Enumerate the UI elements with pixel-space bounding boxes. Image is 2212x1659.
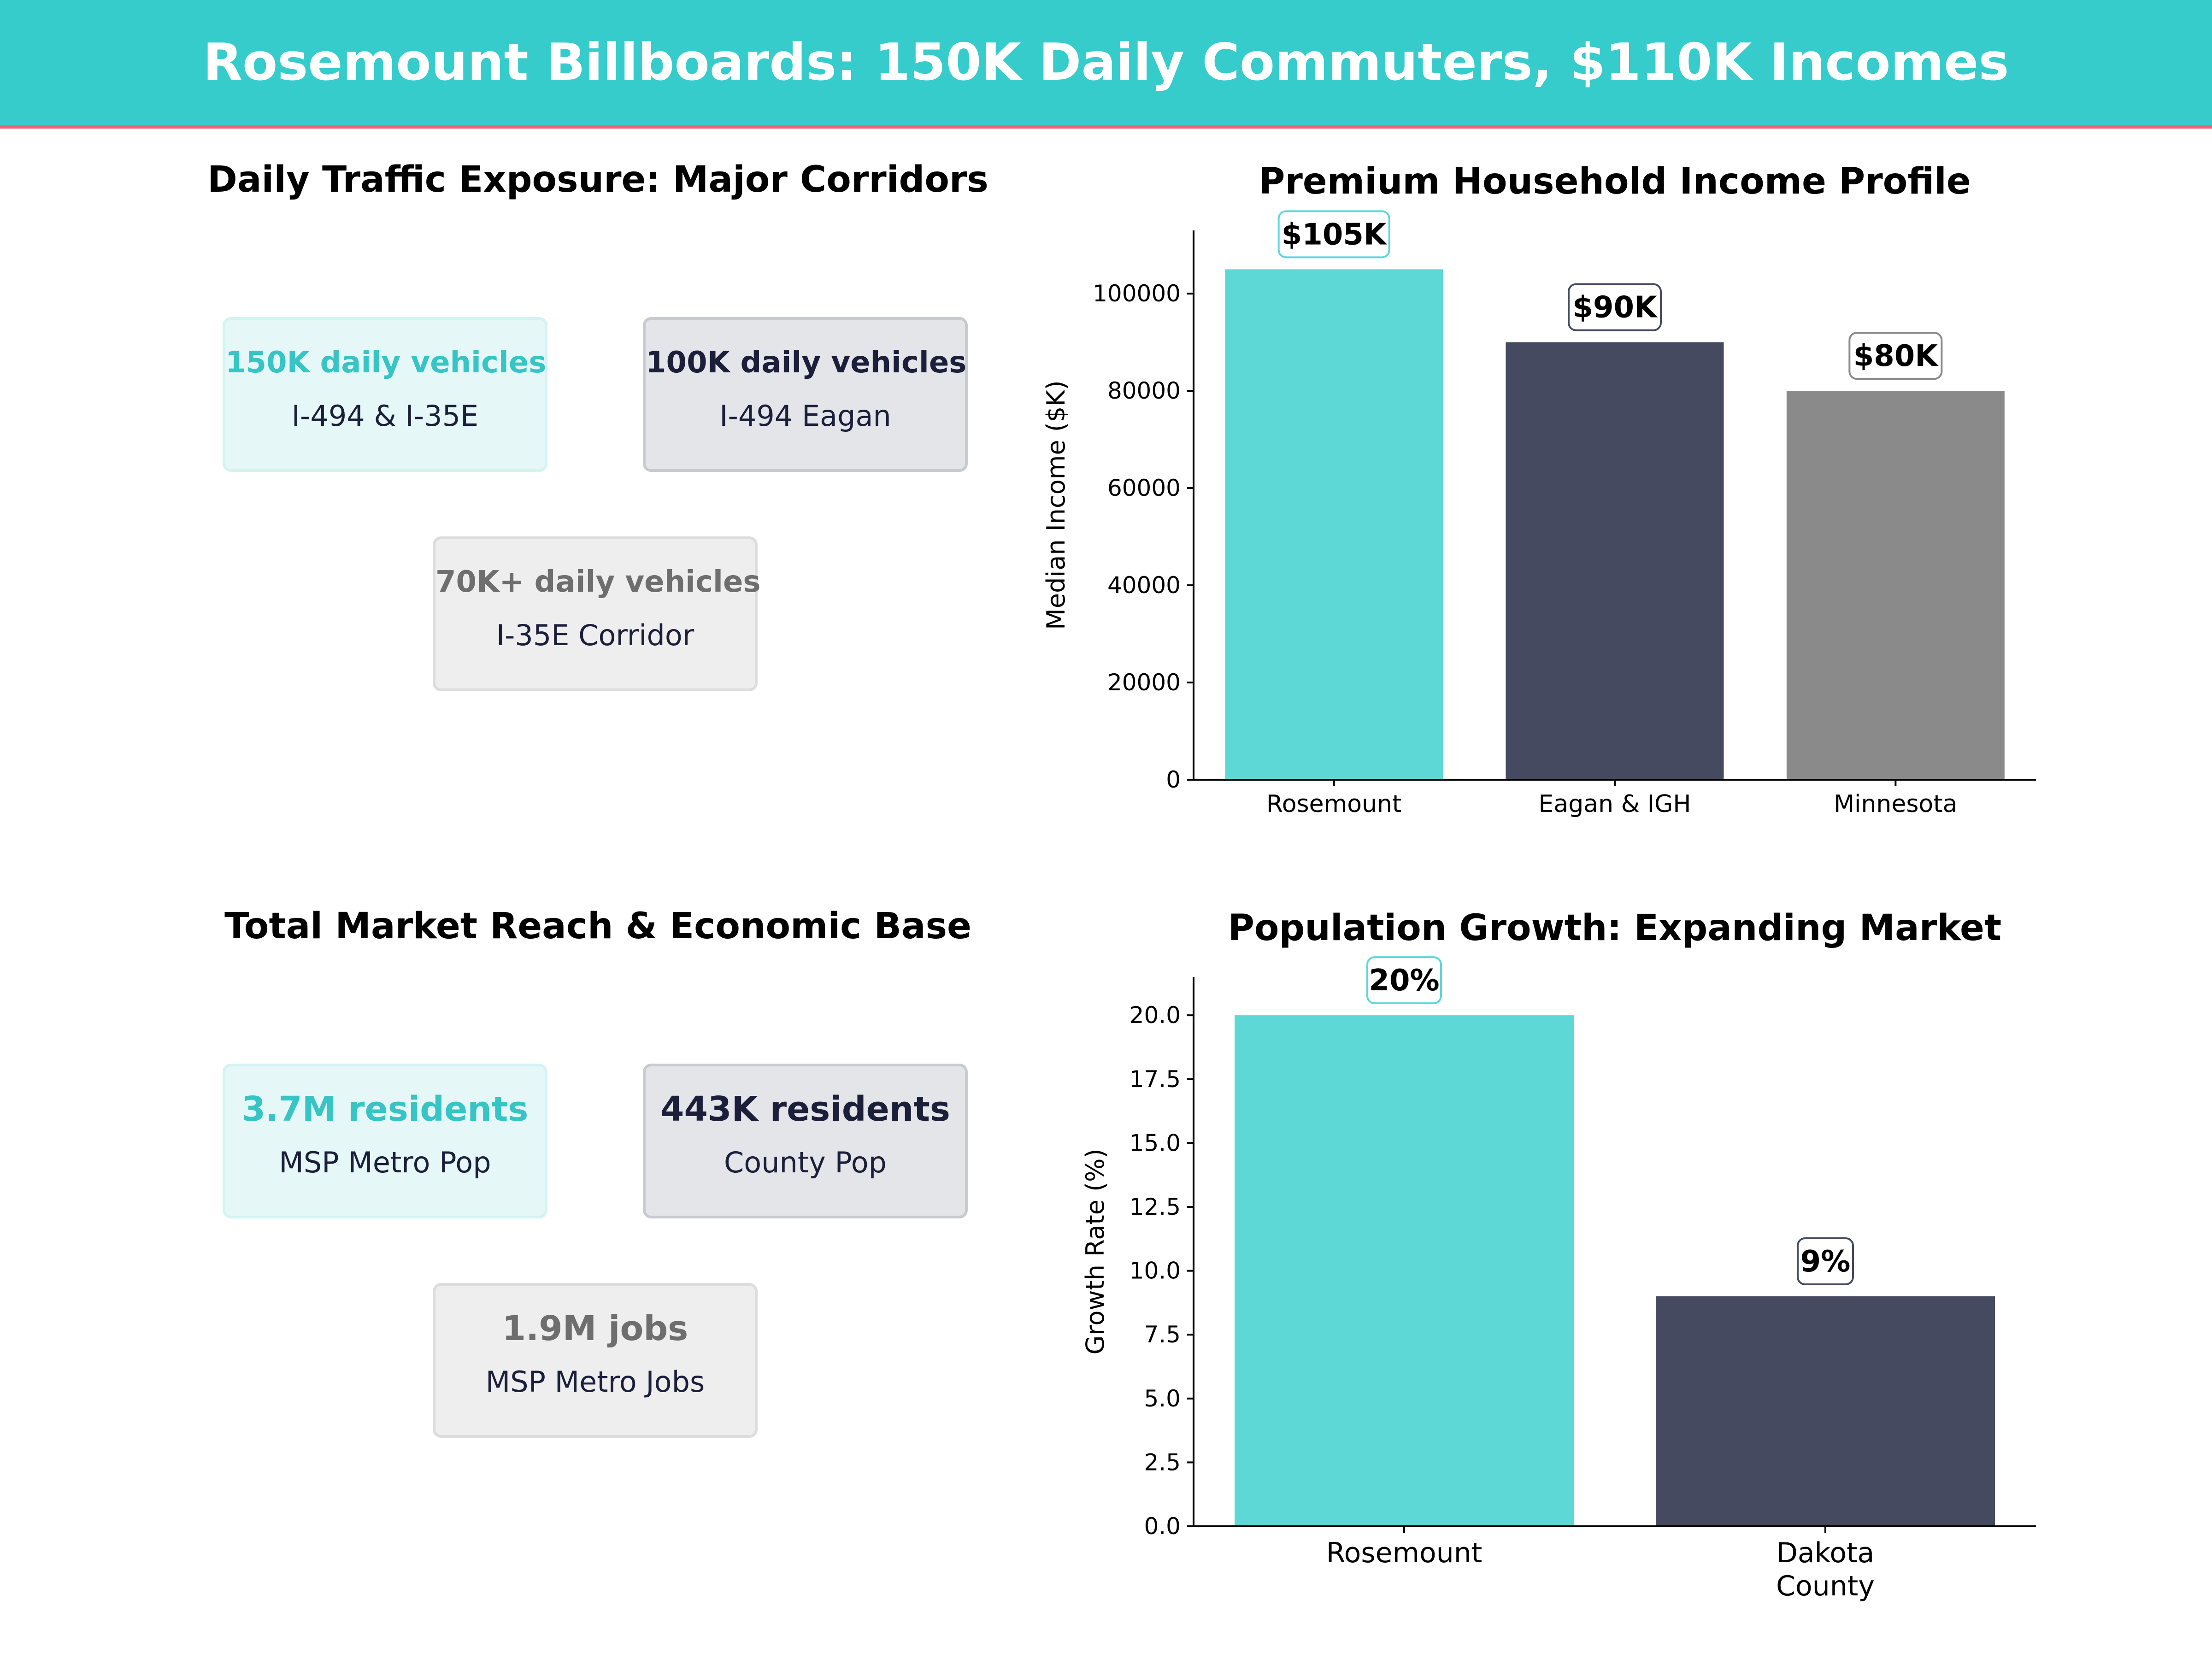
y-tick-label: 10.0 bbox=[1130, 1258, 1181, 1284]
y-tick-label: 17.5 bbox=[1130, 1066, 1181, 1093]
traffic-card-value: 70K+ daily vehicles bbox=[435, 565, 761, 599]
y-tick-label: 20000 bbox=[1107, 669, 1181, 696]
y-tick-label: 7.5 bbox=[1144, 1321, 1181, 1348]
traffic-card-i35e-corridor: 70K+ daily vehicles I-35E Corridor bbox=[433, 536, 761, 691]
x-tick-label: County bbox=[1776, 1570, 1875, 1602]
y-tick-label: 0 bbox=[1166, 766, 1181, 793]
data-label: 20% bbox=[1369, 964, 1439, 998]
traffic-card-i494-i35e: 150K daily vehicles I-494 & I-35E bbox=[223, 317, 547, 472]
traffic-card-value: 100K daily vehicles bbox=[646, 346, 967, 380]
bar bbox=[1506, 342, 1724, 780]
data-label: $80K bbox=[1853, 339, 1939, 373]
x-tick-label: Dakota bbox=[1777, 1537, 1875, 1569]
y-tick-label: 80000 bbox=[1107, 377, 1181, 404]
bar bbox=[1786, 391, 2005, 780]
x-tick-label: Rosemount bbox=[1326, 1537, 1483, 1569]
data-label: $105K bbox=[1282, 218, 1388, 252]
market-card-metro-pop: 3.7M residents MSP Metro Pop bbox=[223, 1064, 547, 1218]
bar bbox=[1656, 1296, 1995, 1526]
data-label-box bbox=[1568, 283, 1662, 331]
y-tick-label: 20.0 bbox=[1130, 1002, 1181, 1029]
chart-title: Population Growth: Expanding Market bbox=[1228, 907, 2001, 949]
market-card-value: 3.7M residents bbox=[241, 1089, 529, 1129]
market-card-label: County Pop bbox=[724, 1146, 887, 1179]
traffic-card-value: 150K daily vehicles bbox=[225, 346, 547, 380]
market-card-county-pop: 443K residents County Pop bbox=[643, 1064, 968, 1218]
market-card-metro-jobs: 1.9M jobs MSP Metro Jobs bbox=[433, 1283, 758, 1438]
bar bbox=[1225, 269, 1443, 780]
market-card-value: 443K residents bbox=[660, 1089, 950, 1129]
data-label-box bbox=[1848, 332, 1943, 380]
data-label-box bbox=[1277, 210, 1390, 259]
market-panel-title: Total Market Reach & Economic Base bbox=[224, 906, 971, 947]
y-tick-label: 15.0 bbox=[1130, 1130, 1181, 1156]
y-tick-label: 40000 bbox=[1107, 572, 1181, 599]
y-tick-label: 0.0 bbox=[1144, 1513, 1181, 1540]
traffic-card-label: I-35E Corridor bbox=[496, 618, 694, 652]
data-label: 9% bbox=[1800, 1245, 1851, 1279]
header-banner: Rosemount Billboards: 150K Daily Commute… bbox=[0, 0, 2212, 129]
y-tick-label: 100000 bbox=[1093, 280, 1181, 307]
x-tick-label: Minnesota bbox=[1834, 790, 1957, 818]
data-label-box bbox=[1797, 1237, 1854, 1286]
page-title: Rosemount Billboards: 150K Daily Commute… bbox=[203, 33, 2009, 92]
traffic-card-label: I-494 & I-35E bbox=[291, 399, 479, 433]
traffic-panel-title: Daily Traffic Exposure: Major Corridors bbox=[207, 159, 988, 200]
y-tick-label: 60000 bbox=[1107, 475, 1181, 501]
y-tick-label: 12.5 bbox=[1130, 1194, 1181, 1220]
market-card-value: 1.9M jobs bbox=[502, 1309, 688, 1348]
x-tick-label: Rosemount bbox=[1266, 790, 1401, 818]
y-axis-title: Median Income ($K) bbox=[1041, 380, 1071, 629]
y-tick-label: 2.5 bbox=[1144, 1449, 1181, 1476]
data-label: $90K bbox=[1572, 291, 1658, 325]
data-label-box bbox=[1366, 956, 1442, 1005]
traffic-card-i494-eagan: 100K daily vehicles I-494 Eagan bbox=[643, 317, 968, 472]
y-tick-label: 5.0 bbox=[1144, 1385, 1181, 1412]
y-axis-title: Growth Rate (%) bbox=[1081, 1148, 1110, 1354]
traffic-card-label: I-494 Eagan bbox=[719, 399, 891, 433]
market-card-label: MSP Metro Jobs bbox=[485, 1365, 705, 1399]
chart-title: Premium Household Income Profile bbox=[1259, 161, 1971, 202]
bar bbox=[1235, 1015, 1574, 1526]
x-tick-label: Eagan & IGH bbox=[1539, 790, 1691, 818]
market-card-label: MSP Metro Pop bbox=[279, 1146, 491, 1179]
